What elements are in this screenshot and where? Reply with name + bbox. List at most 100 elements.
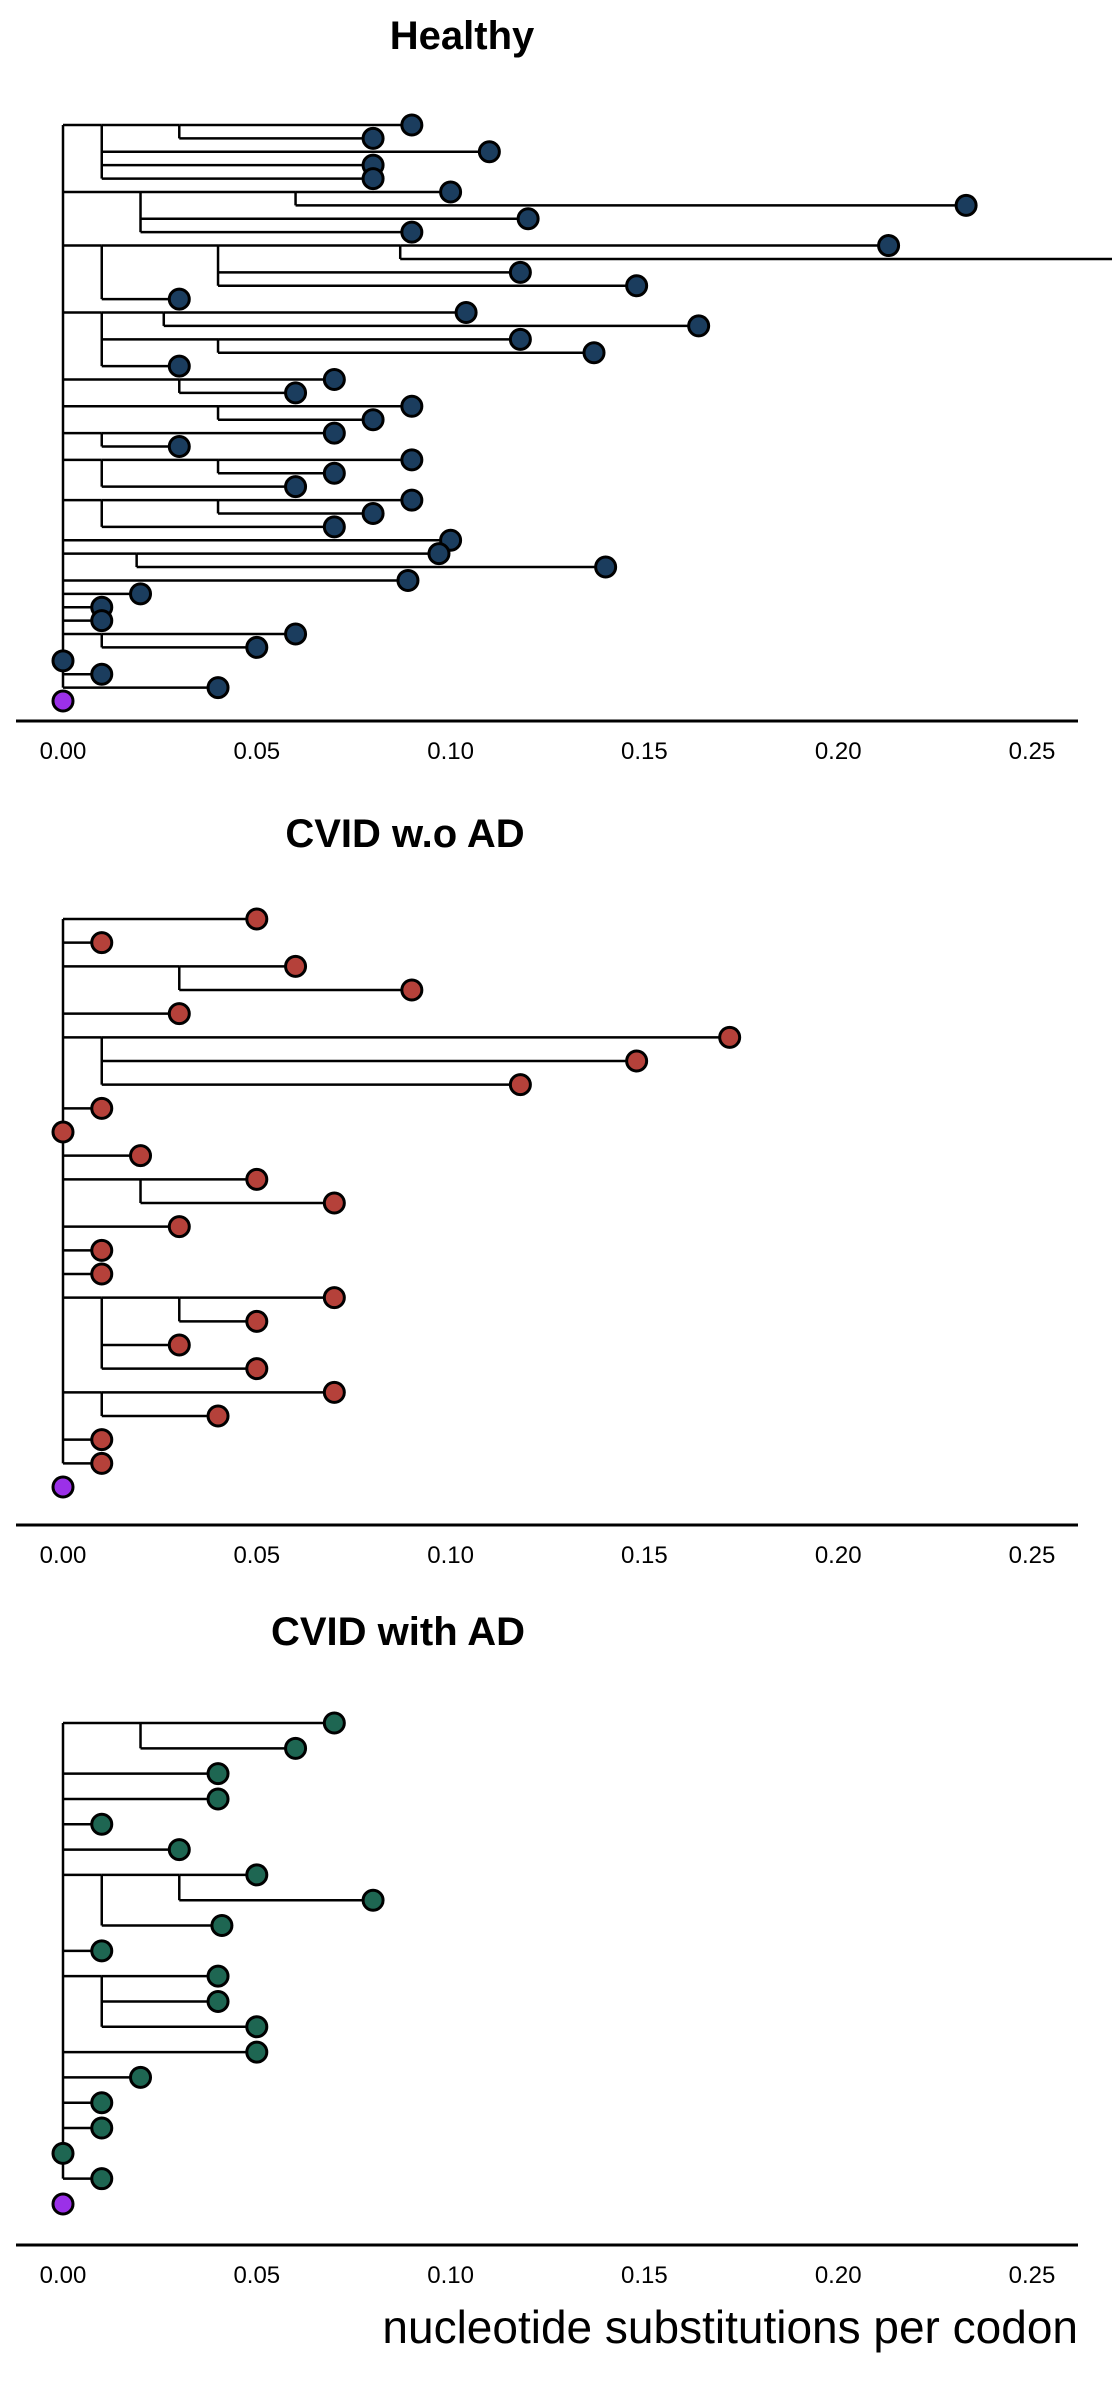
sequence-tip (322, 368, 346, 392)
sequence-tip (90, 1096, 114, 1120)
sequence-tip (167, 1838, 191, 1862)
sequence-tip (400, 220, 424, 244)
sequence-tip (206, 1964, 230, 1988)
sequence-tip (322, 461, 346, 485)
sequence-tip (284, 381, 308, 405)
x-tick-label: 0.15 (621, 1542, 668, 1569)
sequence-tip (427, 542, 451, 566)
x-tick-label: 0.05 (233, 2262, 280, 2289)
sequence-tip (245, 1167, 269, 1191)
tree-branches (61, 1721, 374, 2180)
sequence-tip (210, 1914, 234, 1938)
sequence-tip (90, 1939, 114, 1963)
sequence-tip (90, 931, 114, 955)
sequence-tip (206, 1787, 230, 1811)
sequence-tip (361, 126, 385, 150)
sequence-tip (477, 140, 501, 164)
sequence-tip (284, 622, 308, 646)
sequence-tip (877, 234, 901, 258)
germline-node (51, 2192, 75, 2216)
sequence-tip (167, 1215, 191, 1239)
sequence-tip (322, 1286, 346, 1310)
sequence-tip (361, 167, 385, 191)
tree-panel-cvid-with-ad: 0.00 0.05 0.10 0.15 0.20 0.25 (16, 1711, 1078, 2289)
sequence-tip (129, 1144, 153, 1168)
sequence-tip (90, 2167, 114, 2191)
sequence-tip (206, 1762, 230, 1786)
x-tick-label: 0.15 (621, 2262, 668, 2289)
germline-node (51, 689, 75, 713)
sequence-tip (90, 2116, 114, 2140)
sequence-tip (51, 1120, 75, 1144)
sequence-tip (245, 1309, 269, 1333)
sequence-tip (245, 1357, 269, 1381)
sequence-tip (245, 2015, 269, 2039)
x-tick-label: 0.05 (233, 738, 280, 765)
tree-tips (51, 113, 978, 713)
sequence-tip (129, 582, 153, 606)
sequence-tip (454, 301, 478, 325)
x-tick-label: 0.05 (233, 1542, 280, 1569)
sequence-tip (954, 193, 978, 217)
sequence-tip (284, 1736, 308, 1760)
x-tick-label: 0.00 (40, 1542, 87, 1569)
x-tick-label: 0.20 (815, 2262, 862, 2289)
sequence-tip (51, 2141, 75, 2165)
sequence-tip (245, 635, 269, 659)
germline-node (51, 1475, 75, 1499)
sequence-tip (361, 1888, 385, 1912)
sequence-tip (322, 1711, 346, 1735)
sequence-tip (206, 1404, 230, 1428)
sequence-tip (90, 2091, 114, 2115)
sequence-tip (206, 1989, 230, 2013)
sequence-tip (90, 1262, 114, 1286)
x-tick-label: 0.25 (1009, 2262, 1056, 2289)
x-tick-label: 0.25 (1009, 1542, 1056, 1569)
x-tick-label: 0.00 (40, 2262, 87, 2289)
sequence-tip (90, 1238, 114, 1262)
sequence-tip (718, 1025, 742, 1049)
panel-title-cvid-with-ad: CVID with AD (270, 1610, 526, 1654)
x-axis: 0.00 0.05 0.10 0.15 0.20 0.25 (16, 1523, 1078, 1569)
sequence-tip (361, 501, 385, 525)
x-tick-label: 0.10 (427, 1542, 474, 1569)
sequence-tip (206, 676, 230, 700)
sequence-tip (625, 1049, 649, 1073)
sequence-tip (400, 488, 424, 512)
sequence-tip (439, 180, 463, 204)
sequence-tip (400, 394, 424, 418)
x-tick-label: 0.15 (621, 738, 668, 765)
sequence-tip (167, 287, 191, 311)
sequence-tip (396, 568, 420, 592)
tree-panel-cvid-without-ad: 0.00 0.05 0.10 0.15 0.20 0.25 (16, 907, 1078, 1569)
sequence-tip (687, 314, 711, 338)
sequence-tip (508, 1073, 532, 1097)
x-axis-title: nucleotide substitutions per codon (382, 2301, 1078, 2353)
sequence-tip (594, 555, 618, 579)
sequence-tip (400, 113, 424, 137)
tree-tips (51, 907, 742, 1499)
sequence-tip (508, 327, 532, 351)
sequence-tip (322, 421, 346, 445)
tree-tips (51, 1711, 385, 2216)
x-axis: 0.00 0.05 0.10 0.15 0.20 0.25 (16, 719, 1078, 765)
sequence-tip (90, 1451, 114, 1475)
sequence-tip (582, 341, 606, 365)
sequence-tip (400, 448, 424, 472)
sequence-tip (129, 2065, 153, 2089)
sequence-tip (625, 274, 649, 298)
x-tick-label: 0.10 (427, 738, 474, 765)
sequence-tip (322, 1191, 346, 1215)
sequence-tip (284, 954, 308, 978)
sequence-tip (284, 475, 308, 499)
x-tick-label: 0.10 (427, 2262, 474, 2289)
sequence-tip (245, 907, 269, 931)
sequence-tip (322, 1380, 346, 1404)
tree-branches (61, 917, 730, 1465)
sequence-tip (508, 260, 532, 284)
sequence-tip (167, 1333, 191, 1357)
sequence-tip (90, 609, 114, 633)
sequence-tip (90, 1428, 114, 1452)
tree-panel-healthy: 0.00 0.05 0.10 0.15 0.20 0.25 (16, 113, 1112, 765)
